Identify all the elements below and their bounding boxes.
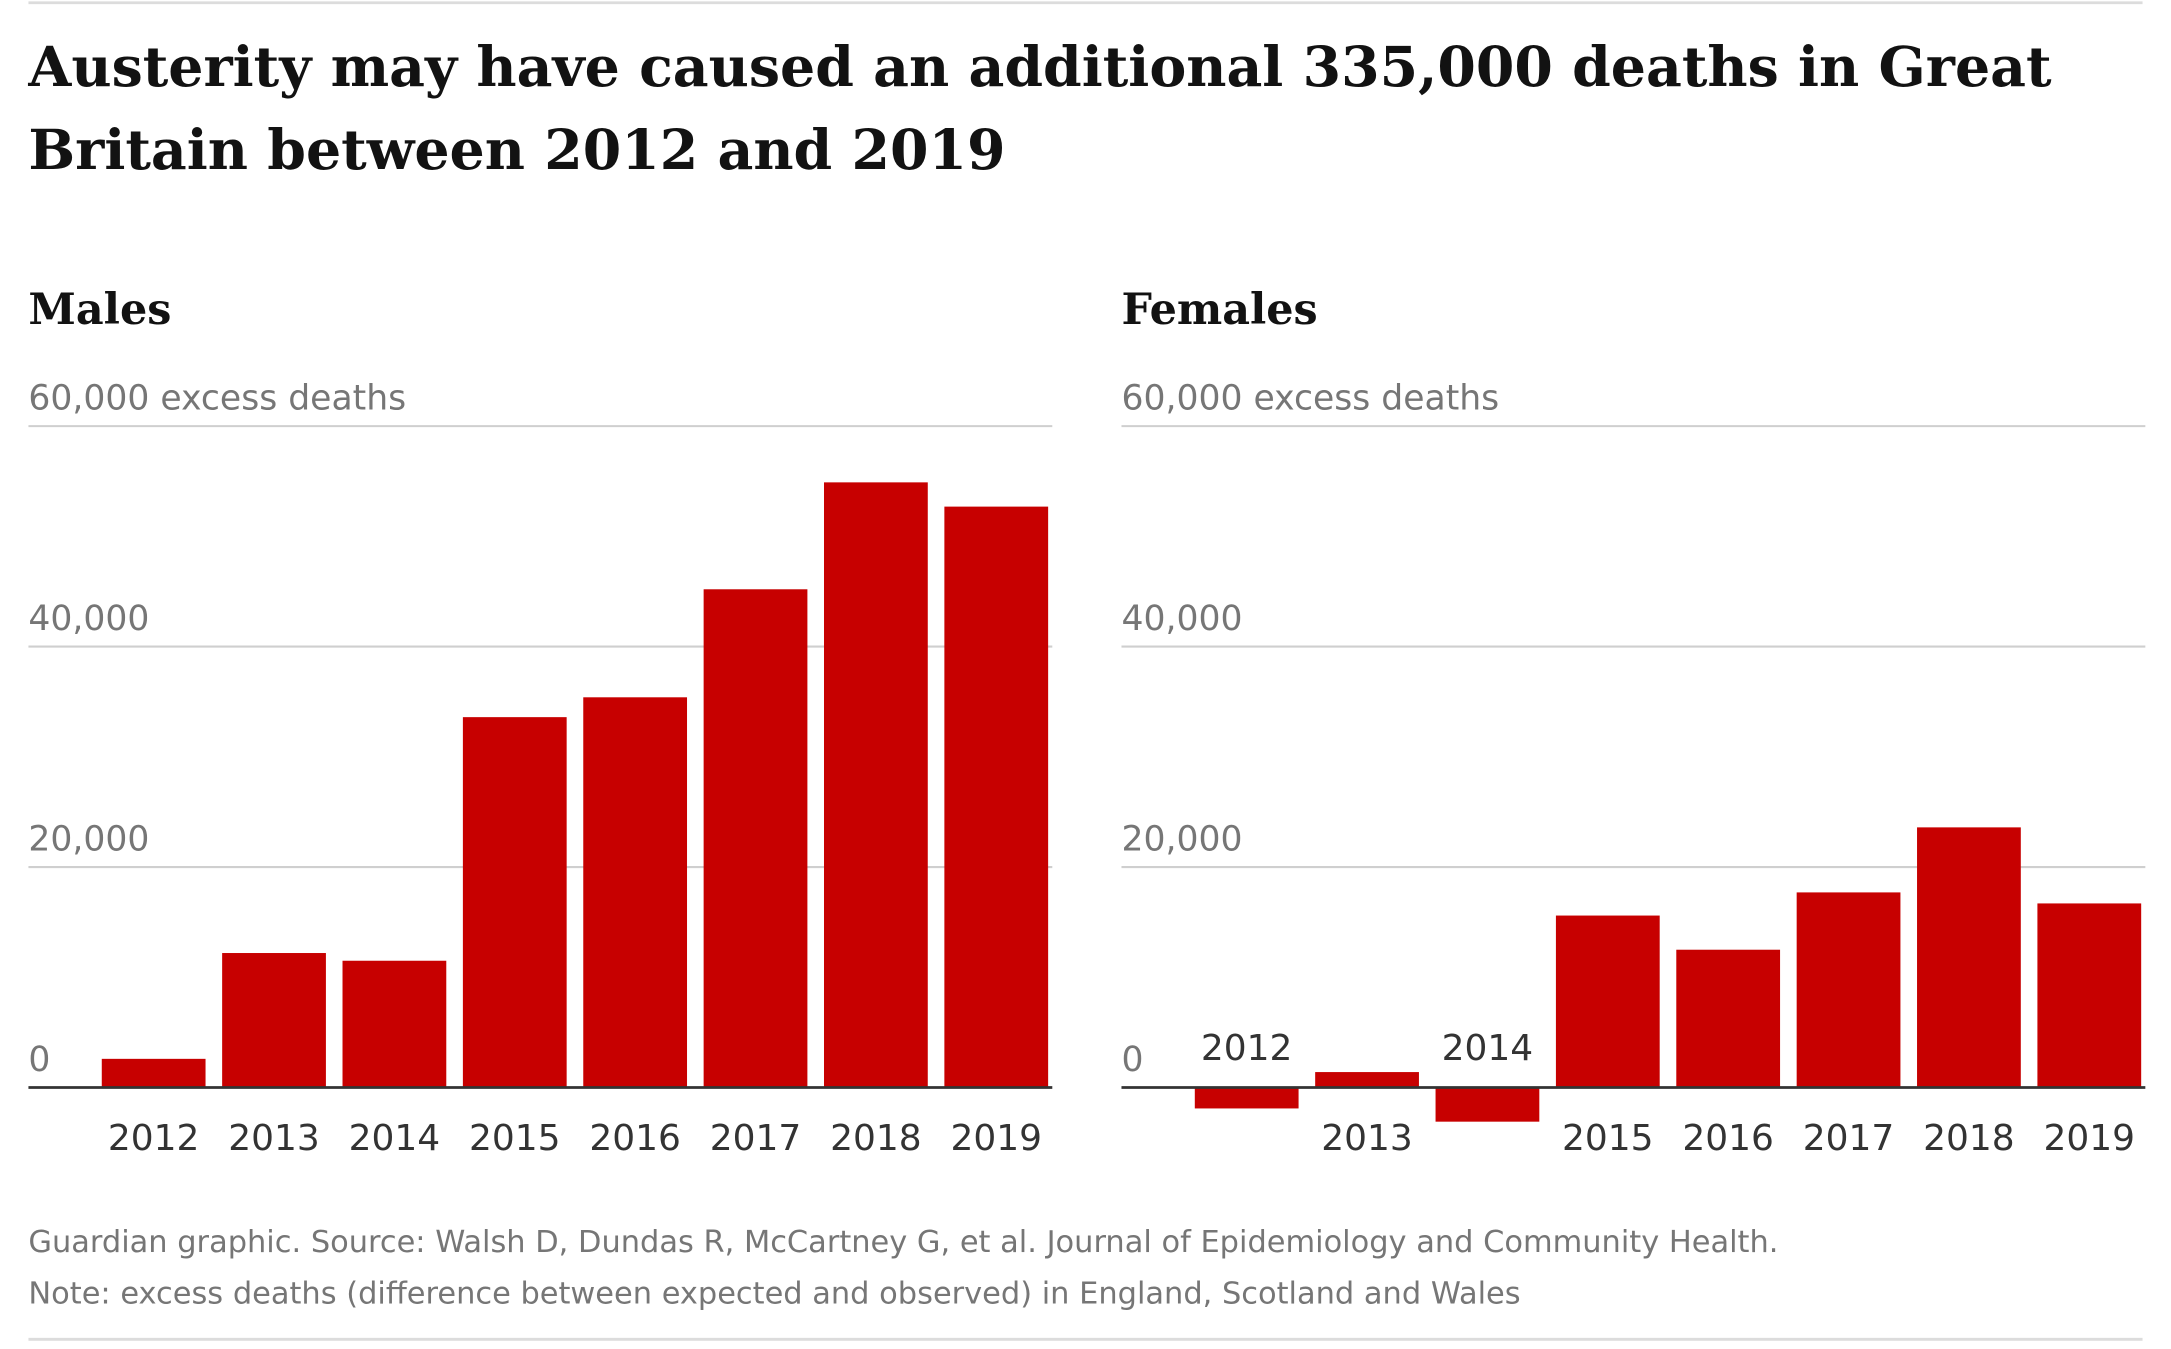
x-tick-label: 2017 xyxy=(710,1118,802,1159)
y-tick-label: 20,000 xyxy=(1121,819,1242,859)
x-tick-label: 2017 xyxy=(1803,1118,1895,1159)
bar xyxy=(1676,949,1781,1088)
y-tick-label: 40,000 xyxy=(1121,599,1242,639)
x-tick-label: 2012 xyxy=(108,1118,200,1159)
bar xyxy=(1435,1087,1540,1122)
bar xyxy=(462,717,567,1088)
bar xyxy=(703,589,808,1088)
bar xyxy=(342,960,447,1088)
x-tick-label: 2019 xyxy=(2044,1118,2136,1159)
x-tick-label: 2015 xyxy=(1562,1118,1654,1159)
x-tick-label: 2013 xyxy=(1321,1118,1413,1159)
x-tick-label: 2014 xyxy=(1442,1028,1534,1069)
bar xyxy=(1555,915,1660,1088)
bar xyxy=(1917,827,2021,1088)
x-tick-label: 2012 xyxy=(1201,1028,1293,1069)
bar xyxy=(1315,1072,1419,1088)
x-tick-label: 2014 xyxy=(349,1118,441,1159)
x-tick-label: 2018 xyxy=(830,1118,922,1159)
x-tick-label: 2019 xyxy=(950,1118,1042,1159)
x-tick-label: 2013 xyxy=(228,1118,320,1159)
bar xyxy=(944,506,1049,1088)
panel-title: Females xyxy=(1121,285,1317,335)
source: Guardian graphic. Source: Walsh D, Dunda… xyxy=(28,1225,1778,1260)
bar xyxy=(1796,892,1901,1088)
bar xyxy=(2037,903,2142,1088)
y-tick-label: 20,000 xyxy=(28,819,149,859)
chart-title: Britain between 2012 and 2019 xyxy=(28,118,1005,183)
y-tick-label: 40,000 xyxy=(28,599,149,639)
bar xyxy=(1194,1087,1299,1109)
bar xyxy=(824,482,928,1088)
chart-title: Austerity may have caused an additional … xyxy=(27,35,2052,100)
x-tick-label: 2018 xyxy=(1923,1118,2015,1159)
x-tick-label: 2016 xyxy=(589,1118,681,1159)
bar xyxy=(583,697,688,1088)
x-tick-label: 2016 xyxy=(1682,1118,1774,1159)
bar xyxy=(101,1058,206,1088)
y-tick-label: 0 xyxy=(28,1040,50,1080)
y-tick-label: 60,000 excess deaths xyxy=(28,379,406,419)
bar xyxy=(222,953,326,1088)
panel-title: Males xyxy=(28,285,171,335)
note: Note: excess deaths (difference between … xyxy=(28,1276,1520,1311)
x-tick-label: 2015 xyxy=(469,1118,561,1159)
y-tick-label: 60,000 excess deaths xyxy=(1121,379,1499,419)
y-tick-label: 0 xyxy=(1121,1040,1143,1080)
